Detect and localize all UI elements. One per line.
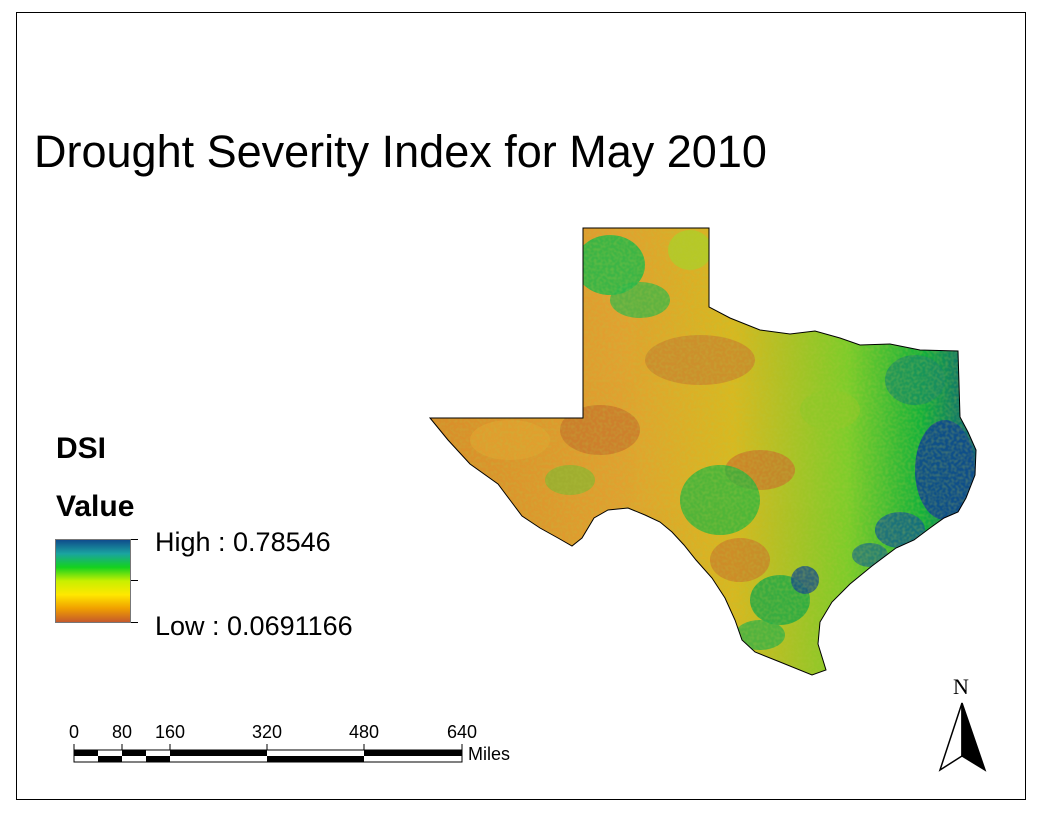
legend-heading: DSI	[56, 432, 107, 465]
map-title: Drought Severity Index for May 2010	[34, 126, 767, 177]
legend-tick-mid	[131, 580, 138, 581]
north-letter: N	[953, 674, 969, 699]
legend-color-ramp	[55, 539, 131, 623]
scale-label-320: 320	[251, 722, 283, 742]
scale-label-160: 160	[154, 722, 186, 742]
map-frame	[16, 12, 1026, 800]
legend-low-label: Low : 0.0691166	[155, 611, 353, 641]
scale-label-480: 480	[348, 722, 380, 742]
scale-label-0: 0	[68, 722, 80, 742]
scale-label-640: 640	[446, 722, 478, 742]
legend-subheading: Value	[56, 490, 135, 523]
legend-high-label: High : 0.78546	[155, 527, 331, 557]
legend-tick-high	[131, 539, 138, 540]
legend-tick-low	[131, 622, 138, 623]
scale-unit-label: Miles	[468, 744, 511, 764]
scale-label-80: 80	[111, 722, 133, 742]
